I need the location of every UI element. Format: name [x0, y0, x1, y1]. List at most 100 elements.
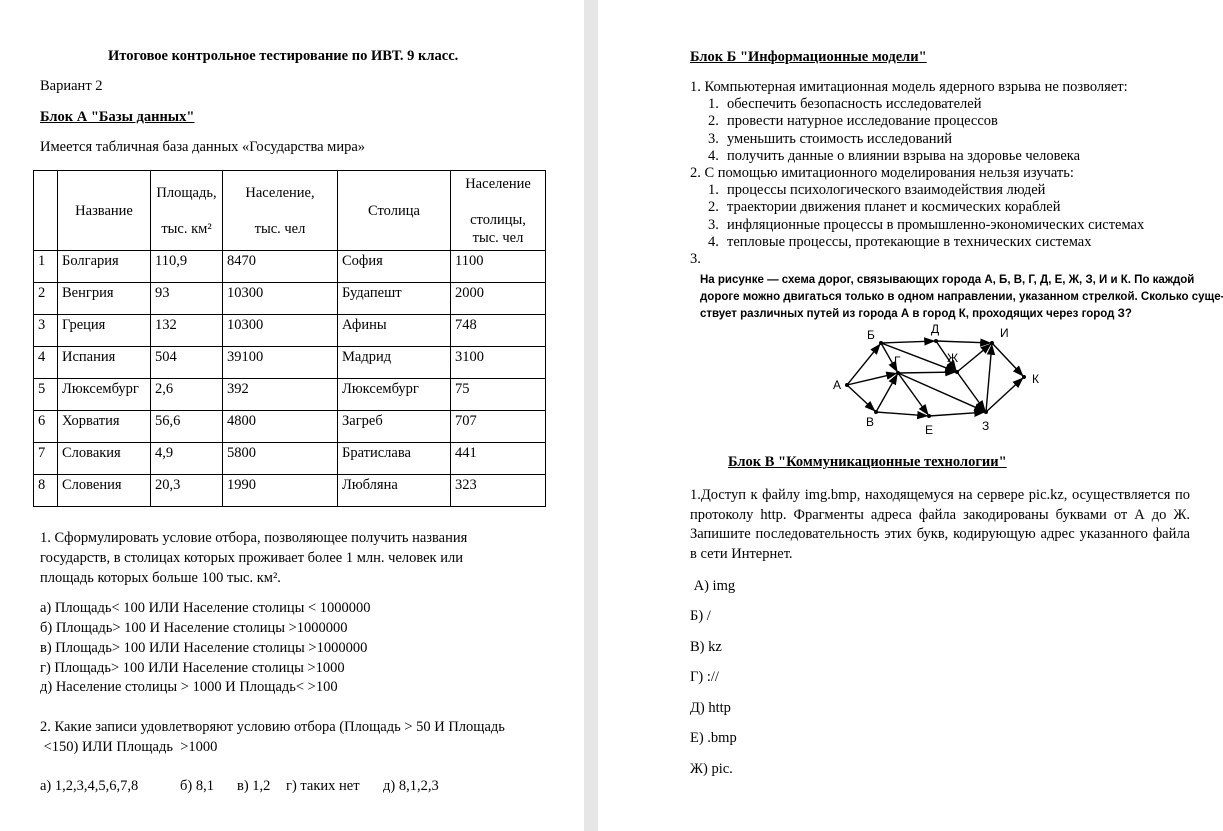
block-a-title: Блок А "Базы данных"	[40, 109, 195, 125]
table-cell: 504	[150, 346, 223, 379]
doc-title: Итоговое контрольное тестирование по ИВТ…	[108, 48, 459, 64]
header-population: Население, тыс. чел	[222, 170, 338, 251]
table-cell: 110,9	[150, 250, 223, 283]
table-cell: 56,6	[150, 410, 223, 443]
table-cell: 748	[450, 314, 546, 347]
table-cell: 2	[33, 282, 58, 315]
table-cell: Люксембург	[57, 378, 151, 411]
graph-node	[845, 383, 849, 387]
answer-option: Г) ://	[690, 669, 719, 685]
intro-text: Имеется табличная база данных «Государст…	[40, 139, 366, 155]
list-number: 3.	[708, 130, 719, 147]
graph-edge	[935, 338, 992, 347]
table-cell: Мадрид	[337, 346, 451, 379]
list-number: 3.	[708, 216, 719, 233]
list-item: траектории движения планет и космических…	[727, 199, 1061, 216]
table-row: 6 Хорватия 56,6 4800 Загреб 707	[33, 410, 546, 443]
table-cell: Будапешт	[337, 282, 451, 315]
q1-option: г) Площадь> 100 ИЛИ Население столицы >1…	[40, 660, 345, 676]
graph-edge	[991, 342, 1024, 377]
graph-edge	[846, 384, 876, 412]
table-cell: Братислава	[337, 442, 451, 475]
q1-option: в) Площадь> 100 ИЛИ Население столицы >1…	[40, 640, 368, 656]
graph-edge	[956, 343, 992, 373]
table-row: 1 Болгария 110,9 8470 София 1100	[33, 250, 546, 283]
road-graph-diagram: А Б В Г Д Е Ж З И К	[833, 322, 1039, 437]
graph-node	[1022, 375, 1026, 379]
graph-node-label: Д	[931, 322, 939, 336]
table-cell: София	[337, 250, 451, 283]
graph-edge	[897, 368, 957, 377]
q1-line: государств, в столицах которых проживает…	[40, 550, 463, 566]
table-cell: 4800	[222, 410, 338, 443]
table-cell: Испания	[57, 346, 151, 379]
table-cell: 3	[33, 314, 58, 347]
answer-option: В) kz	[690, 639, 722, 655]
table-row: 3 Греция 132 10300 Афины 748	[33, 314, 546, 347]
table-cell: 1100	[450, 250, 546, 283]
list-item: получить данные о влиянии взрыва на здор…	[727, 147, 1081, 164]
table-cell: Словакия	[57, 442, 151, 475]
graph-node	[896, 371, 900, 375]
table-header-row: Название Площадь, тыс. км² Население, тыс.…	[33, 170, 546, 251]
table-cell: 10300	[222, 314, 338, 347]
graph-edge	[897, 372, 986, 412]
table-cell: Любляна	[337, 474, 451, 507]
list-item: уменьшить стоимость исследований	[727, 130, 953, 147]
graph-node-label: Ж	[947, 351, 958, 365]
graph-edge	[880, 342, 898, 373]
table-cell: 2,6	[150, 378, 223, 411]
table-cell: 5	[33, 378, 58, 411]
graph-node	[934, 339, 938, 343]
graph-edge	[935, 340, 957, 372]
table-cell: 20,3	[150, 474, 223, 507]
b-q3-text: На рисунке — схема дорог, связывающих го…	[700, 274, 1223, 320]
graph-node	[984, 410, 988, 414]
q2-answer-a: а) 1,2,3,4,5,6,7,8	[40, 778, 139, 794]
graph-node-label: Г	[894, 354, 901, 368]
graph-node	[927, 414, 931, 418]
list-item: процессы психологического взаимодействия…	[727, 182, 1046, 198]
table-cell: Загреб	[337, 410, 451, 443]
graph-node-label: А	[833, 378, 841, 392]
graph-edge	[985, 377, 1024, 413]
graph-node	[955, 370, 959, 374]
q2-answer-b: б) 8,1	[180, 778, 214, 794]
list-number: 4.	[708, 233, 719, 250]
graph-edge	[880, 337, 936, 346]
list-item: инфляционные процессы в промышленно-экон…	[727, 216, 1145, 233]
header-area: Площадь, тыс. км²	[150, 170, 223, 251]
graph-edge	[897, 372, 929, 416]
q2-line-1: 2. Какие записи удовлетворяют условию от…	[40, 719, 505, 735]
q1-option: д) Население столицы > 1000 И Площадь< >…	[40, 679, 338, 695]
table-cell: 75	[450, 378, 546, 411]
graph-edge	[875, 410, 929, 420]
q2-answer-d: г) таких нет	[286, 778, 360, 794]
list-number: 2.	[708, 113, 719, 130]
table-cell: Хорватия	[57, 410, 151, 443]
table-cell: 441	[450, 442, 546, 475]
q1-option: б) Площадь> 100 И Население столицы >100…	[40, 620, 348, 636]
answer-option: Б) /	[690, 608, 711, 624]
table-cell: 10300	[222, 282, 338, 315]
graph-edge	[985, 343, 996, 413]
variant-label: Вариант 2	[40, 78, 103, 94]
table-cell: 3100	[450, 346, 546, 379]
header-capital: Столица	[337, 170, 451, 251]
list-number: 1.	[708, 96, 719, 112]
answer-option: А) img	[690, 578, 736, 594]
table-cell: 8	[33, 474, 58, 507]
graph-edge	[846, 343, 881, 386]
q2-answer-e: д) 8,1,2,3	[383, 778, 439, 794]
graph-node-label: З	[982, 419, 989, 433]
table-cell: 323	[450, 474, 546, 507]
graph-node-label: К	[1032, 372, 1039, 386]
table-cell: 5800	[222, 442, 338, 475]
list-number: 2.	[708, 199, 719, 216]
table-cell: 2000	[450, 282, 546, 315]
graph-edge	[928, 408, 986, 418]
answer-option: Д) http	[690, 700, 731, 716]
graph-node-label: Б	[867, 328, 875, 342]
header-capital-population: Население столицы, тыс. чел	[450, 170, 546, 251]
graph-node-label: Е	[925, 423, 933, 437]
